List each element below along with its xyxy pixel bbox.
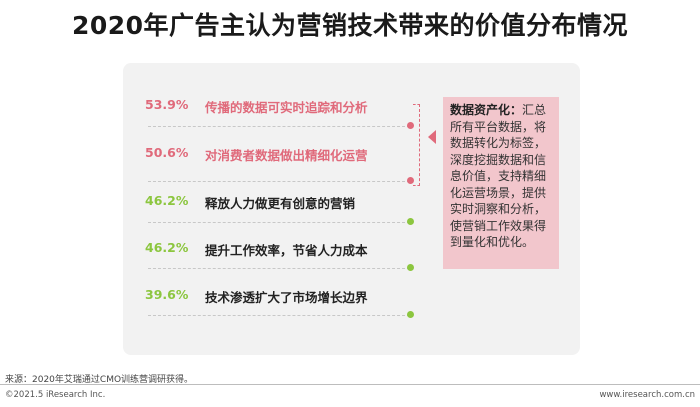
row-dot [407, 264, 414, 271]
row-connector [148, 264, 414, 271]
row-dot [407, 311, 414, 318]
value-row: 46.2% 释放人力做更有创意的营销 [145, 193, 413, 213]
value-label: 提升工作效率，节省人力成本 [205, 243, 368, 258]
footer-divider [0, 384, 700, 385]
row-dot [407, 122, 414, 129]
row-connector [148, 177, 414, 184]
value-percent: 50.6% [145, 145, 189, 160]
row-connector [148, 218, 414, 225]
row-dot [407, 177, 414, 184]
value-row: 46.2% 提升工作效率，节省人力成本 [145, 240, 413, 260]
value-percent: 46.2% [145, 193, 189, 208]
callout-heading: 数据资产化： [450, 103, 523, 117]
value-label: 释放人力做更有创意的营销 [205, 196, 356, 211]
value-row: 50.6% 对消费者数据做出精细化运营 [145, 145, 413, 165]
callout-box: 数据资产化：汇总所有平台数据，将数据转化为标签，深度挖掘数据和信息价值，支持精细… [443, 97, 559, 269]
source-note: 来源：2020年艾瑞通过CMO训练营调研获得。 [5, 375, 194, 385]
value-row: 53.9% 传播的数据可实时追踪和分析 [145, 97, 413, 117]
website-text: www.iresearch.com.cn [599, 390, 695, 400]
value-label: 对消费者数据做出精细化运营 [205, 148, 368, 163]
value-percent: 46.2% [145, 240, 189, 255]
value-percent: 39.6% [145, 287, 189, 302]
group-bracket [413, 104, 420, 186]
row-connector [148, 311, 414, 318]
callout-arrow-icon [428, 130, 436, 144]
row-dot [407, 218, 414, 225]
value-label: 传播的数据可实时追踪和分析 [205, 100, 368, 115]
callout-text: 汇总所有平台数据，将数据转化为标签，深度挖掘数据和信息价值，支持精细化运营场景，… [450, 103, 547, 249]
value-label: 技术渗透扩大了市场增长边界 [205, 290, 368, 305]
copyright-text: ©2021.5 iResearch Inc. [5, 390, 106, 400]
value-percent: 53.9% [145, 97, 189, 112]
value-row: 39.6% 技术渗透扩大了市场增长边界 [145, 287, 413, 307]
chart-title: 2020年广告主认为营销技术带来的价值分布情况 [71, 11, 629, 40]
row-connector [148, 122, 414, 129]
